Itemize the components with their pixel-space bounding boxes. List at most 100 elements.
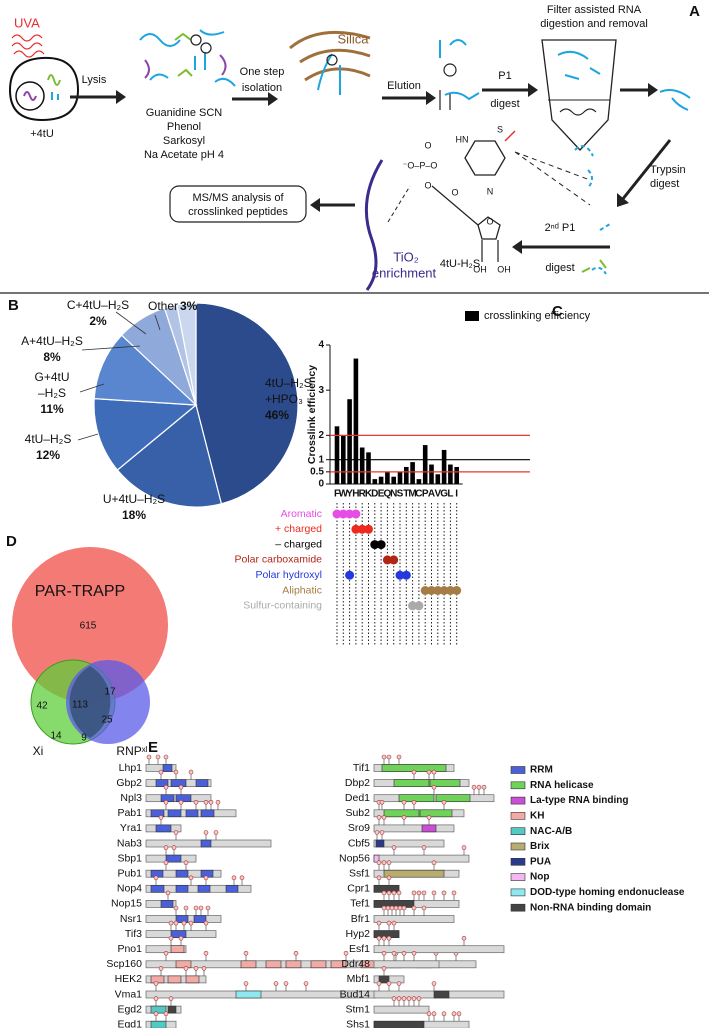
site [401, 950, 407, 956]
protein-name: Sbp1 [117, 852, 142, 864]
protein-name: Sub2 [345, 807, 370, 819]
domain [150, 1005, 167, 1014]
site [163, 754, 169, 760]
bar [416, 479, 422, 484]
venn-count: 17 [104, 687, 116, 698]
site [376, 935, 382, 941]
site [461, 845, 467, 850]
protein-name: Stm1 [345, 1003, 370, 1015]
site [374, 830, 380, 835]
x-tick-label: T [403, 489, 409, 500]
site [416, 996, 422, 1001]
site [381, 754, 387, 760]
domain [155, 824, 172, 833]
legend-label: NAC-A/B [530, 826, 572, 837]
site [203, 950, 209, 956]
panel-label: E [148, 739, 158, 756]
bar [435, 474, 441, 484]
site [381, 950, 387, 956]
venn-label: RNPˣˡ [116, 744, 147, 758]
site [376, 815, 382, 820]
site [178, 784, 184, 790]
protein-bar [373, 1005, 430, 1014]
decoration [574, 145, 611, 275]
legend-label: Nop [530, 872, 549, 883]
decoration [581, 259, 607, 273]
site [391, 996, 397, 1001]
site [411, 799, 417, 805]
site [431, 890, 437, 896]
domain [197, 884, 211, 893]
pie-value-label: 12% [36, 448, 60, 462]
site [386, 890, 392, 896]
domain [225, 884, 239, 893]
decoration [528, 83, 538, 97]
site [441, 799, 447, 805]
panel-a-text: digest [650, 178, 679, 190]
panel-a-text: digest [490, 98, 519, 110]
protein-name: Lhp1 [119, 762, 143, 774]
site [386, 754, 392, 760]
pie-slice [195, 302, 299, 505]
panel-a-text: Guanidine SCN [146, 107, 222, 119]
legend-swatch [510, 857, 526, 866]
panel-a-text: UVA [14, 15, 40, 30]
site [386, 860, 392, 866]
site [163, 799, 169, 805]
decoration [617, 193, 629, 207]
panel-a-text: +4tU [30, 128, 54, 140]
decoration [200, 42, 212, 54]
site [303, 981, 309, 986]
decoration [144, 54, 227, 79]
panel-a-text: Elution [387, 80, 421, 92]
decoration [15, 81, 45, 111]
domain [373, 884, 400, 893]
legend-label: DOD-type homing endonuclease [530, 887, 685, 898]
pie-label: 4tU–H₂S [25, 432, 72, 446]
domain [170, 945, 185, 954]
domain [373, 854, 380, 863]
protein-name: Nab3 [117, 837, 142, 849]
y-tick-label: 1 [318, 454, 324, 465]
leader-line [79, 383, 105, 393]
bar [372, 479, 378, 484]
y-tick-label: 3 [318, 385, 324, 396]
domain [265, 960, 282, 969]
site [431, 981, 437, 986]
panel-a-text: MS/MS analysis of [192, 192, 284, 204]
site [416, 890, 422, 896]
protein-name: Nop56 [339, 852, 370, 864]
venn-count: 615 [80, 621, 97, 632]
site [273, 981, 279, 986]
group-dot [338, 509, 348, 519]
group-label: + charged [275, 523, 322, 535]
site [411, 769, 417, 775]
decoration [289, 30, 371, 82]
group-label: Aliphatic [282, 584, 322, 596]
site [381, 966, 387, 971]
domain [167, 975, 182, 984]
site [379, 799, 385, 805]
decoration [443, 63, 457, 77]
site [376, 920, 382, 926]
site [397, 905, 403, 911]
site [183, 905, 189, 911]
decoration [659, 89, 691, 111]
site [213, 830, 219, 835]
panel-a-text: P1 [498, 70, 511, 82]
site [243, 981, 249, 986]
group-dot [357, 524, 367, 534]
panel-a-text: digestion and removal [540, 18, 648, 30]
site [381, 860, 387, 866]
pie-label: C+4tU–H₂S [67, 298, 129, 312]
pie-slice [93, 397, 198, 471]
pie-label: Other [148, 299, 178, 313]
decoration [190, 34, 202, 46]
protein-name: Bfr1 [351, 913, 370, 925]
decoration [116, 90, 126, 104]
protein-name: Nsr1 [120, 913, 142, 925]
decoration [426, 91, 436, 105]
site [421, 890, 427, 896]
site [401, 815, 407, 820]
bar [422, 445, 428, 484]
